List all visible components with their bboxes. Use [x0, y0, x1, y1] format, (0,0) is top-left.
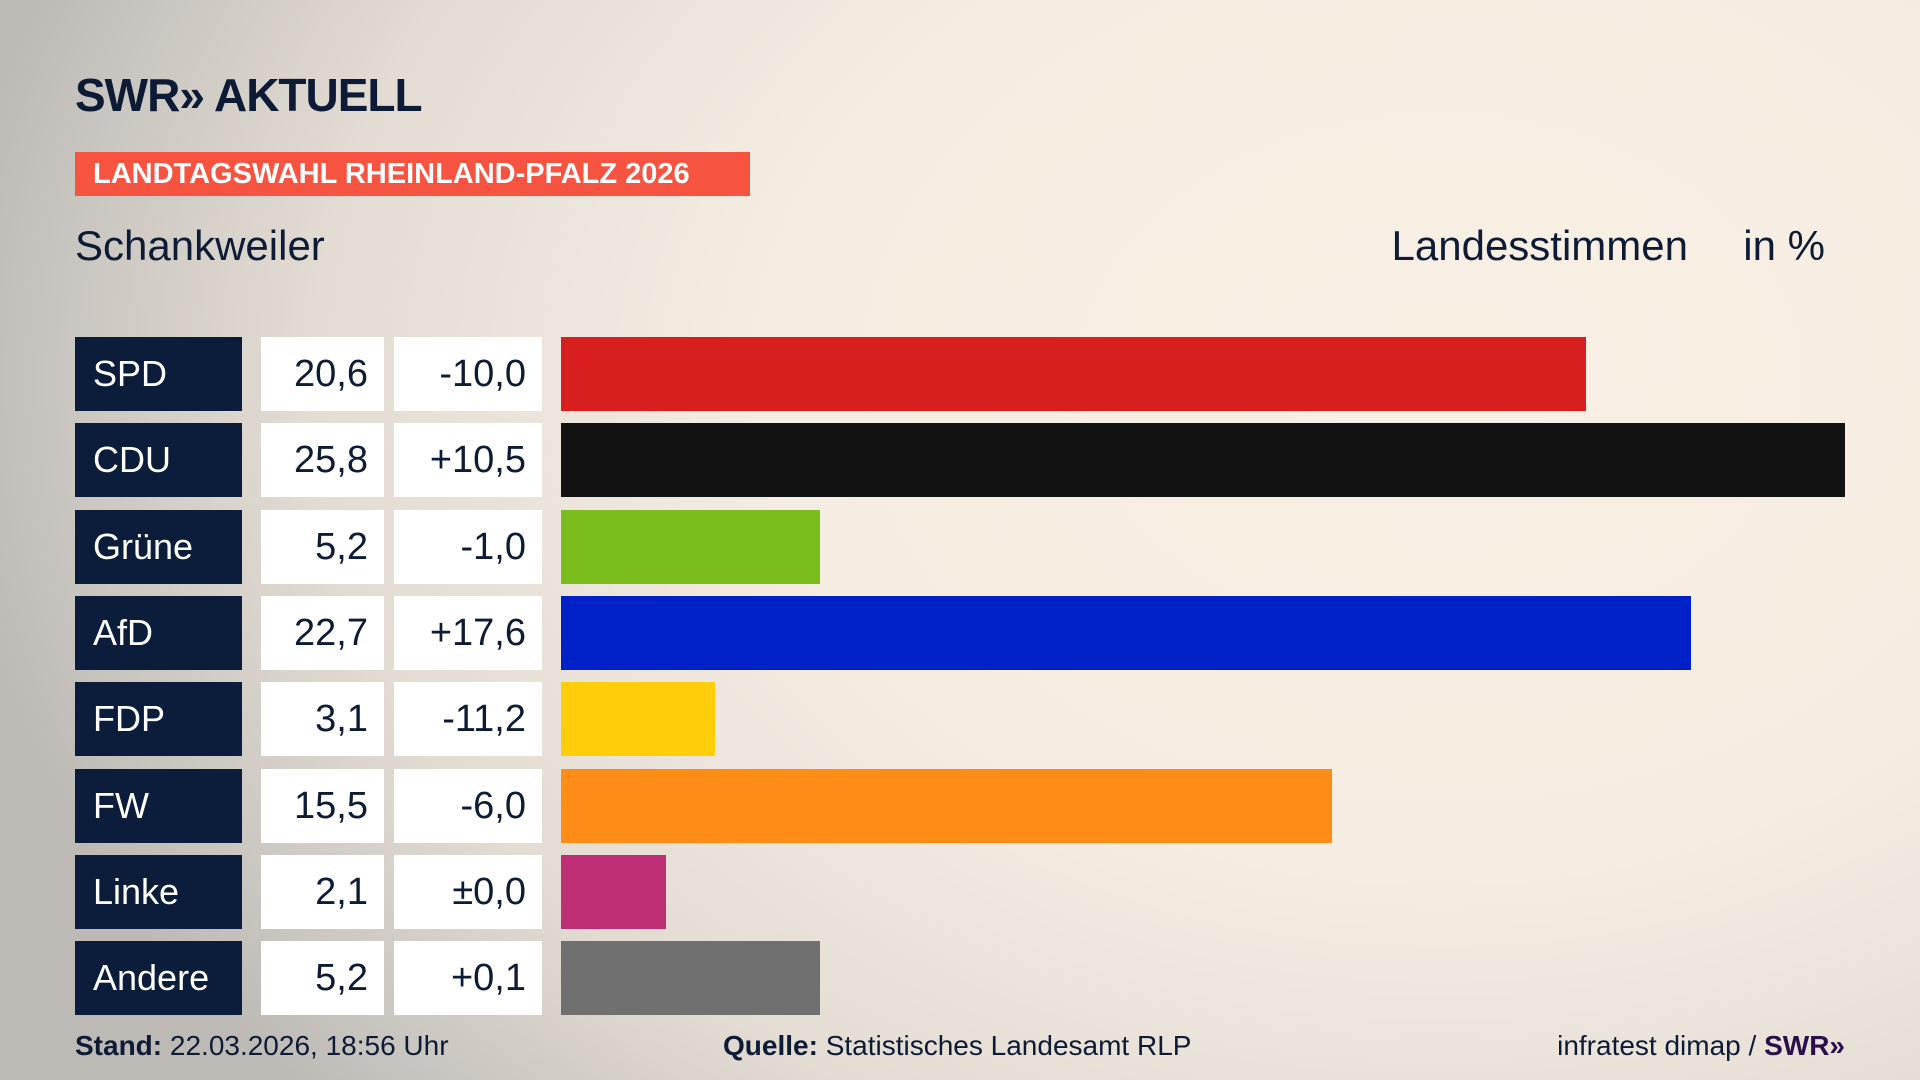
bar-linke: [561, 854, 666, 929]
result-row: Linke 2,1 ±0,0: [75, 854, 1875, 929]
result-row: FW 15,5 -6,0: [75, 768, 1875, 843]
election-banner: LANDTAGSWAHL RHEINLAND-PFALZ 2026: [75, 152, 750, 196]
bar-fw: [561, 768, 1333, 843]
value-label: 25,8: [261, 423, 384, 498]
diff-label: +10,5: [394, 423, 542, 498]
diff-label: ±0,0: [394, 854, 542, 929]
swr-aktuell-logo: SWR» AKTUELL: [75, 69, 423, 121]
party-label: FW: [75, 768, 242, 843]
result-row: SPD 20,6 -10,0: [75, 337, 1875, 411]
bar-fdp: [561, 682, 716, 757]
diff-label: -10,0: [394, 337, 542, 411]
value-label: 3,1: [261, 682, 384, 757]
value-label: 5,2: [261, 941, 384, 1016]
party-label: SPD: [75, 337, 242, 411]
unit-label: in %: [1743, 222, 1825, 269]
party-label: Linke: [75, 854, 242, 929]
result-row: Grüne 5,2 -1,0: [75, 509, 1875, 584]
source-label: Quelle:: [723, 1030, 818, 1061]
bar-andere: [561, 941, 820, 1016]
party-label: CDU: [75, 423, 242, 498]
diff-label: +17,6: [394, 595, 542, 670]
credit: infratest dimap / SWR»: [1557, 1030, 1845, 1062]
swr-logo: SWR»: [1764, 1030, 1845, 1061]
region-title: Schankweiler: [75, 222, 325, 269]
party-label: AfD: [75, 595, 242, 670]
result-row: AfD 22,7 +17,6: [75, 595, 1875, 670]
value-label: 2,1: [261, 854, 384, 929]
result-row: FDP 3,1 -11,2: [75, 682, 1875, 757]
source: Quelle: Statistisches Landesamt RLP: [723, 1030, 1191, 1062]
bar-spd: [561, 337, 1587, 411]
diff-label: -11,2: [394, 682, 542, 757]
value-label: 22,7: [261, 595, 384, 670]
bar-afd: [561, 595, 1691, 670]
bar-cdu: [561, 423, 1845, 498]
bar-grüne: [561, 509, 820, 584]
party-label: Andere: [75, 941, 242, 1016]
diff-label: -1,0: [394, 509, 542, 584]
source-value: Statistisches Landesamt RLP: [825, 1030, 1192, 1061]
measure-label: Landesstimmen: [1391, 222, 1688, 269]
diff-label: +0,1: [394, 941, 542, 1016]
stand-value: 22.03.2026, 18:56 Uhr: [169, 1030, 449, 1061]
party-label: Grüne: [75, 509, 242, 584]
result-row: CDU 25,8 +10,5: [75, 423, 1875, 498]
value-label: 20,6: [261, 337, 384, 411]
diff-label: -6,0: [394, 768, 542, 843]
value-label: 15,5: [261, 768, 384, 843]
party-label: FDP: [75, 682, 242, 757]
credit-text: infratest dimap /: [1557, 1030, 1757, 1061]
stand-label: Stand:: [75, 1030, 163, 1061]
value-label: 5,2: [261, 509, 384, 584]
timestamp: Stand: 22.03.2026, 18:56 Uhr: [75, 1030, 449, 1062]
result-row: Andere 5,2 +0,1: [75, 941, 1875, 1016]
